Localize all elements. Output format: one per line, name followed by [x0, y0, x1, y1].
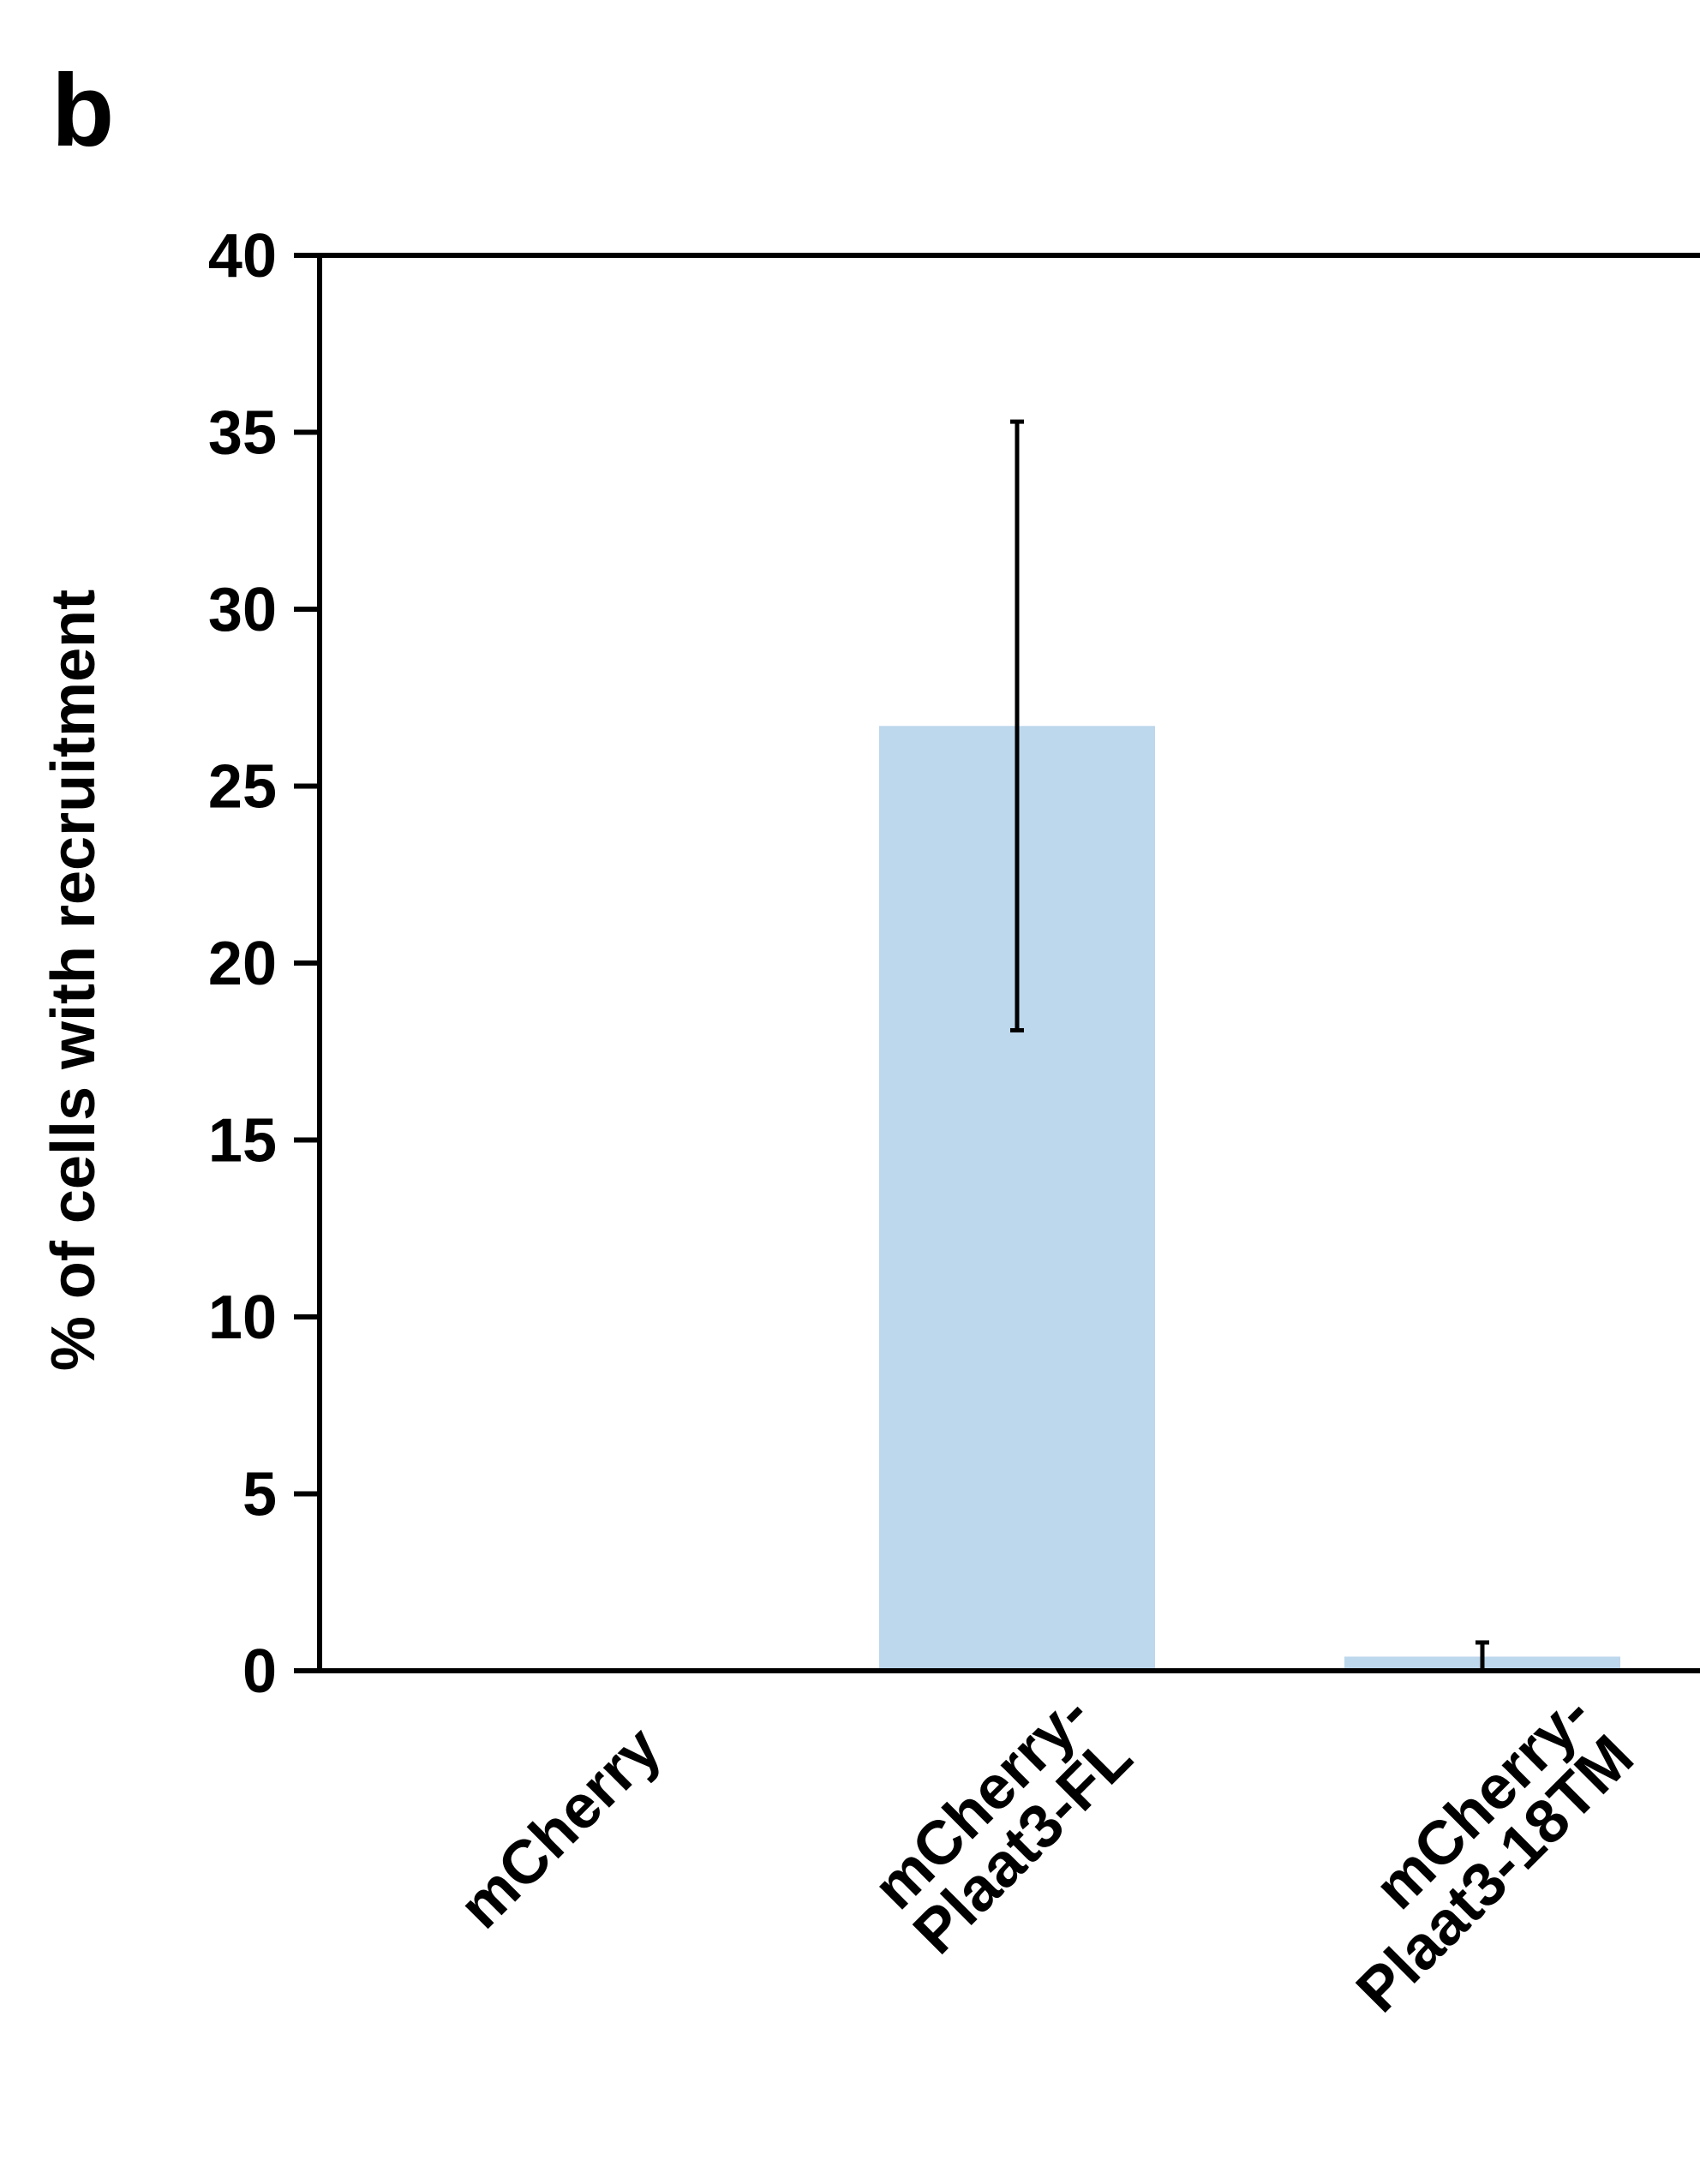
- panel-label: b: [51, 53, 114, 168]
- x-tick-label-2: mCherry-Plaat3-FL: [858, 1680, 1145, 1967]
- y-tick-label-35: 35: [208, 399, 277, 468]
- y-tick-label-0: 0: [242, 1637, 277, 1706]
- y-tick-label-40: 40: [208, 222, 277, 290]
- x-tick-label-3: mCherry-Plaat3-18TM: [1302, 1680, 1647, 2025]
- y-tick-label-20: 20: [208, 930, 277, 998]
- x-tick-label-1: mCherry: [446, 1714, 674, 1942]
- y-tick-label-15: 15: [208, 1107, 277, 1176]
- y-tick-label-10: 10: [208, 1283, 277, 1352]
- y-tick-label-25: 25: [208, 753, 277, 822]
- plot-area: 0 5 10 15 20 25 30 35 40 mCherry mCherry-Plaat3-FL…: [208, 222, 1700, 2025]
- y-axis-title: % of cells with recruitment: [39, 589, 108, 1371]
- y-tick-label-5: 5: [242, 1461, 277, 1529]
- x-tick-label-line: mCherry: [446, 1714, 674, 1942]
- y-tick-label-30: 30: [208, 576, 277, 644]
